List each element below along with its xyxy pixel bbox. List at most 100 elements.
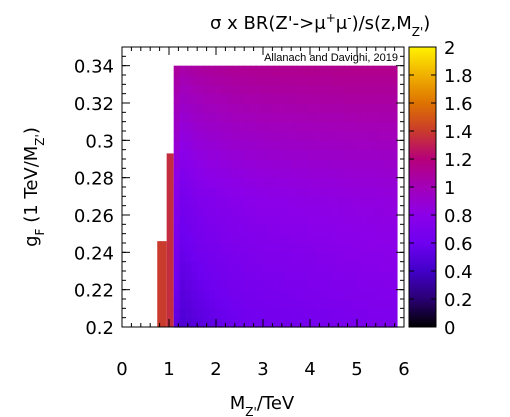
heatmap-cell (220, 65, 228, 76)
heatmap-cell (261, 140, 269, 151)
heatmap-cell (308, 93, 316, 104)
heatmap-cell (267, 112, 275, 123)
heatmap-cell (244, 168, 251, 179)
heatmap-cell (203, 205, 210, 216)
heatmap-cell (214, 177, 222, 188)
heatmap-cell (267, 75, 275, 85)
heatmap-cell (361, 103, 369, 113)
heatmap-cell (349, 159, 357, 169)
heatmap-cell (332, 103, 339, 113)
x-axis-ticks (121, 47, 405, 327)
heatmap-cell (197, 140, 204, 151)
heatmap-cell (385, 233, 392, 244)
heatmap-cell (226, 149, 234, 160)
heatmap-cell (179, 317, 187, 328)
heatmap-cell (208, 289, 216, 300)
heatmap-cell (297, 205, 304, 216)
heatmap-cell (279, 75, 286, 85)
heatmap-cell (214, 261, 222, 272)
heatmap-cell (302, 121, 310, 132)
heatmap-cell (349, 317, 357, 328)
heatmap-cell (308, 84, 316, 95)
heatmap-cell (320, 131, 328, 141)
heatmap-cell (373, 149, 380, 160)
heatmap-cell (332, 75, 339, 85)
heatmap-cell (226, 271, 234, 281)
heatmap-cell (179, 84, 187, 95)
heatmap-cell (344, 75, 351, 85)
heatmap-cell (385, 196, 392, 207)
heatmap-cell (220, 261, 228, 272)
heatmap-cell (349, 289, 357, 300)
heatmap-cell (250, 75, 257, 85)
heatmap-cell (308, 196, 316, 207)
heatmap-cell (355, 168, 363, 179)
heatmap-cell (379, 177, 386, 188)
heatmap-cell (338, 215, 345, 225)
heatmap-cell (267, 103, 275, 113)
heatmap-cell (279, 196, 286, 207)
heatmap-cell (344, 131, 351, 141)
heatmap-cell (255, 168, 263, 179)
heatmap-cell (232, 131, 239, 141)
heatmap-cell (314, 261, 322, 272)
heatmap-cell (326, 280, 333, 291)
heatmap-cell (197, 196, 204, 207)
heatmap-cell (349, 168, 357, 179)
heatmap-cell (214, 317, 222, 328)
heatmap-cell (367, 187, 375, 197)
heatmap-cell (185, 252, 192, 263)
heatmap-cell (220, 131, 228, 141)
heatmap-cell (197, 289, 204, 300)
heatmap-cell (191, 215, 198, 225)
heatmap-cell (302, 159, 310, 169)
heatmap-cell (385, 140, 392, 151)
heatmap-cell (308, 103, 316, 113)
heatmap-cell (261, 280, 269, 291)
heatmap-cell (285, 261, 292, 272)
heatmap-cell (291, 159, 298, 169)
heatmap-cell (255, 75, 263, 85)
heatmap-cell (361, 112, 369, 123)
heatmap-cell (220, 140, 228, 151)
heatmap-cell (255, 299, 263, 309)
heatmap-cell (302, 261, 310, 272)
heatmap-cell (297, 93, 304, 104)
heatmap-cell (367, 112, 375, 123)
heatmap-cell (314, 224, 322, 235)
heatmap-cell (255, 121, 263, 132)
heatmap-cell (285, 224, 292, 235)
heatmap-cell (226, 187, 234, 197)
heatmap-cell (373, 299, 380, 309)
heatmap-cell (379, 196, 386, 207)
heatmap-cell (332, 131, 339, 141)
heatmap-cell (238, 149, 245, 160)
heatmap-cell (355, 280, 363, 291)
heatmap-cell (261, 75, 269, 85)
heatmap-cell (220, 215, 228, 225)
heatmap-cell (385, 205, 392, 216)
heatmap-cell (179, 187, 187, 197)
heatmap-cell (373, 75, 380, 85)
heatmap-cell (308, 252, 316, 263)
heatmap-cell (308, 243, 316, 253)
heatmap-cell (308, 187, 316, 197)
heatmap-cell (203, 299, 210, 309)
heatmap-cell (279, 252, 286, 263)
heatmap-cell (250, 177, 257, 188)
heatmap-cell (308, 65, 316, 76)
heatmap-cell (267, 317, 275, 328)
y-axis-label: gF (1 TeV/MZ') (21, 127, 47, 247)
heatmap-cell (214, 140, 222, 151)
heatmap-cell (379, 224, 386, 235)
heatmap-cell (279, 103, 286, 113)
heatmap-cell (285, 103, 292, 113)
heatmap-cell (332, 243, 339, 253)
heatmap-cell (191, 140, 198, 151)
heatmap-cell (273, 215, 281, 225)
heatmap-cell (349, 215, 357, 225)
heatmap-cell (208, 224, 216, 235)
y-tick-label: 0.34 (74, 57, 114, 78)
heatmap-cell (320, 65, 328, 76)
heatmap-cell (261, 112, 269, 123)
